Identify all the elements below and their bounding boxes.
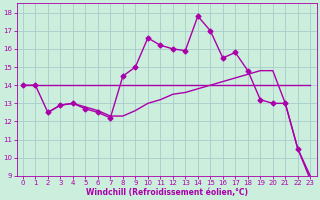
X-axis label: Windchill (Refroidissement éolien,°C): Windchill (Refroidissement éolien,°C) [85, 188, 248, 197]
